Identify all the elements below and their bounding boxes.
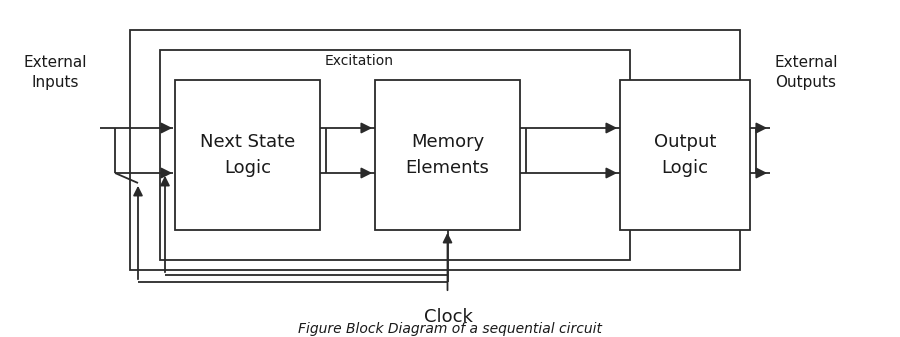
- Text: Clock: Clock: [424, 308, 472, 326]
- Bar: [175, 80, 320, 230]
- Text: External
Outputs: External Outputs: [775, 55, 839, 90]
- Text: Next State
Logic: Next State Logic: [200, 133, 295, 177]
- Text: Memory
Elements: Memory Elements: [406, 133, 490, 177]
- Bar: [160, 50, 630, 260]
- Text: Figure Block Diagram of a sequential circuit: Figure Block Diagram of a sequential cir…: [298, 322, 602, 336]
- Bar: [130, 30, 740, 270]
- Text: Excitation: Excitation: [325, 54, 394, 68]
- Text: External
Inputs: External Inputs: [23, 55, 86, 90]
- Text: Output
Logic: Output Logic: [653, 133, 716, 177]
- Bar: [375, 80, 520, 230]
- Bar: [620, 80, 750, 230]
